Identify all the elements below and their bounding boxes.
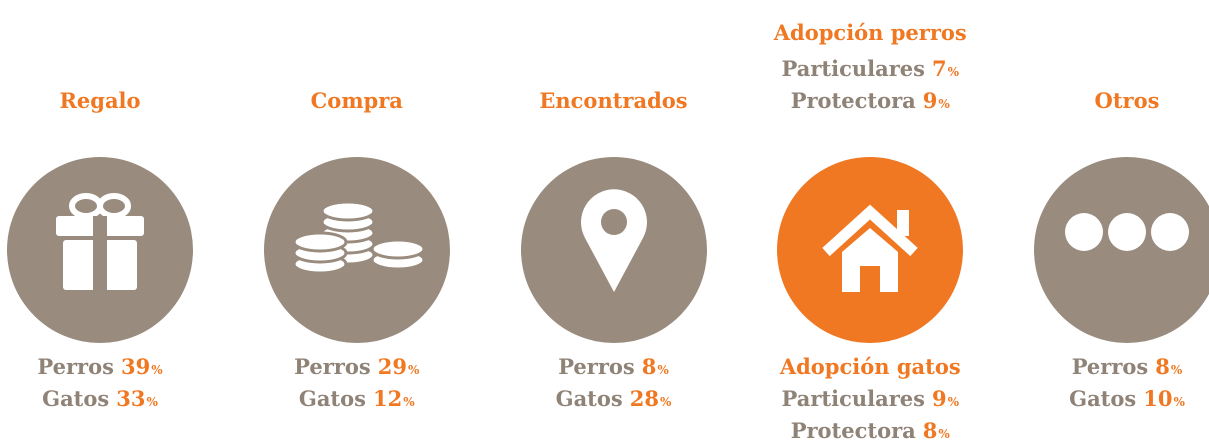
stat-value: 8 — [642, 354, 657, 379]
stat-label: Perros — [558, 354, 635, 379]
stat-line: Particulares 7% — [782, 56, 960, 81]
stat-label: Protectora — [791, 418, 916, 443]
stat-label: Protectora — [791, 88, 916, 113]
stat-unit: % — [151, 363, 163, 377]
item-title: Encontrados — [539, 88, 687, 113]
stat-line: Gatos 12% — [299, 386, 415, 411]
stat-value: 7 — [932, 56, 947, 81]
stat-value: 9 — [932, 386, 947, 411]
stat-value: 33 — [116, 386, 145, 411]
stat-line: Protectora 9% — [791, 88, 951, 113]
item-title: Regalo — [59, 88, 140, 113]
stat-label: Gatos — [1069, 386, 1136, 411]
stat-line: Particulares 9% — [782, 386, 960, 411]
stat-label: Particulares — [782, 56, 925, 81]
stat-unit: % — [403, 395, 415, 409]
stat-unit: % — [408, 363, 420, 377]
stat-line: Gatos 10% — [1069, 386, 1185, 411]
stat-label: Perros — [1072, 354, 1149, 379]
dots-icon — [1034, 157, 1209, 343]
stat-value: 8 — [923, 418, 938, 443]
stat-label: Particulares — [782, 386, 925, 411]
stat-label: Gatos — [556, 386, 623, 411]
stat-value: 12 — [373, 386, 402, 411]
stat-value: 8 — [1155, 354, 1170, 379]
stat-value: 29 — [378, 354, 407, 379]
stat-value: 10 — [1143, 386, 1172, 411]
stat-value: 9 — [923, 88, 938, 113]
stat-value: 39 — [121, 354, 150, 379]
gift-icon — [7, 157, 193, 343]
stat-label: Perros — [294, 354, 371, 379]
stat-unit: % — [948, 65, 960, 79]
stat-unit: % — [1171, 363, 1183, 377]
stat-line: Perros 39% — [37, 354, 163, 379]
stat-value: 28 — [630, 386, 659, 411]
stat-label: Perros — [37, 354, 114, 379]
coins-icon — [264, 157, 450, 343]
item-title: Compra — [311, 88, 404, 113]
stat-label: Gatos — [42, 386, 109, 411]
item-subtitle: Adopción gatos — [779, 354, 961, 379]
stat-line: Perros 8% — [558, 354, 669, 379]
stat-line: Gatos 28% — [556, 386, 672, 411]
stat-unit: % — [938, 97, 950, 111]
stat-line: Gatos 33% — [42, 386, 158, 411]
stat-unit: % — [660, 395, 672, 409]
stat-unit: % — [1173, 395, 1185, 409]
stat-unit: % — [657, 363, 669, 377]
stat-line: Protectora 8% — [791, 418, 951, 443]
stat-line: Perros 8% — [1072, 354, 1183, 379]
item-title: Adopción perros — [773, 20, 967, 45]
stat-label: Gatos — [299, 386, 366, 411]
item-title: Otros — [1095, 88, 1160, 113]
pin-icon — [521, 157, 707, 343]
stat-unit: % — [146, 395, 158, 409]
stat-unit: % — [938, 427, 950, 441]
house-icon — [777, 157, 963, 343]
stat-unit: % — [948, 395, 960, 409]
stat-line: Perros 29% — [294, 354, 420, 379]
